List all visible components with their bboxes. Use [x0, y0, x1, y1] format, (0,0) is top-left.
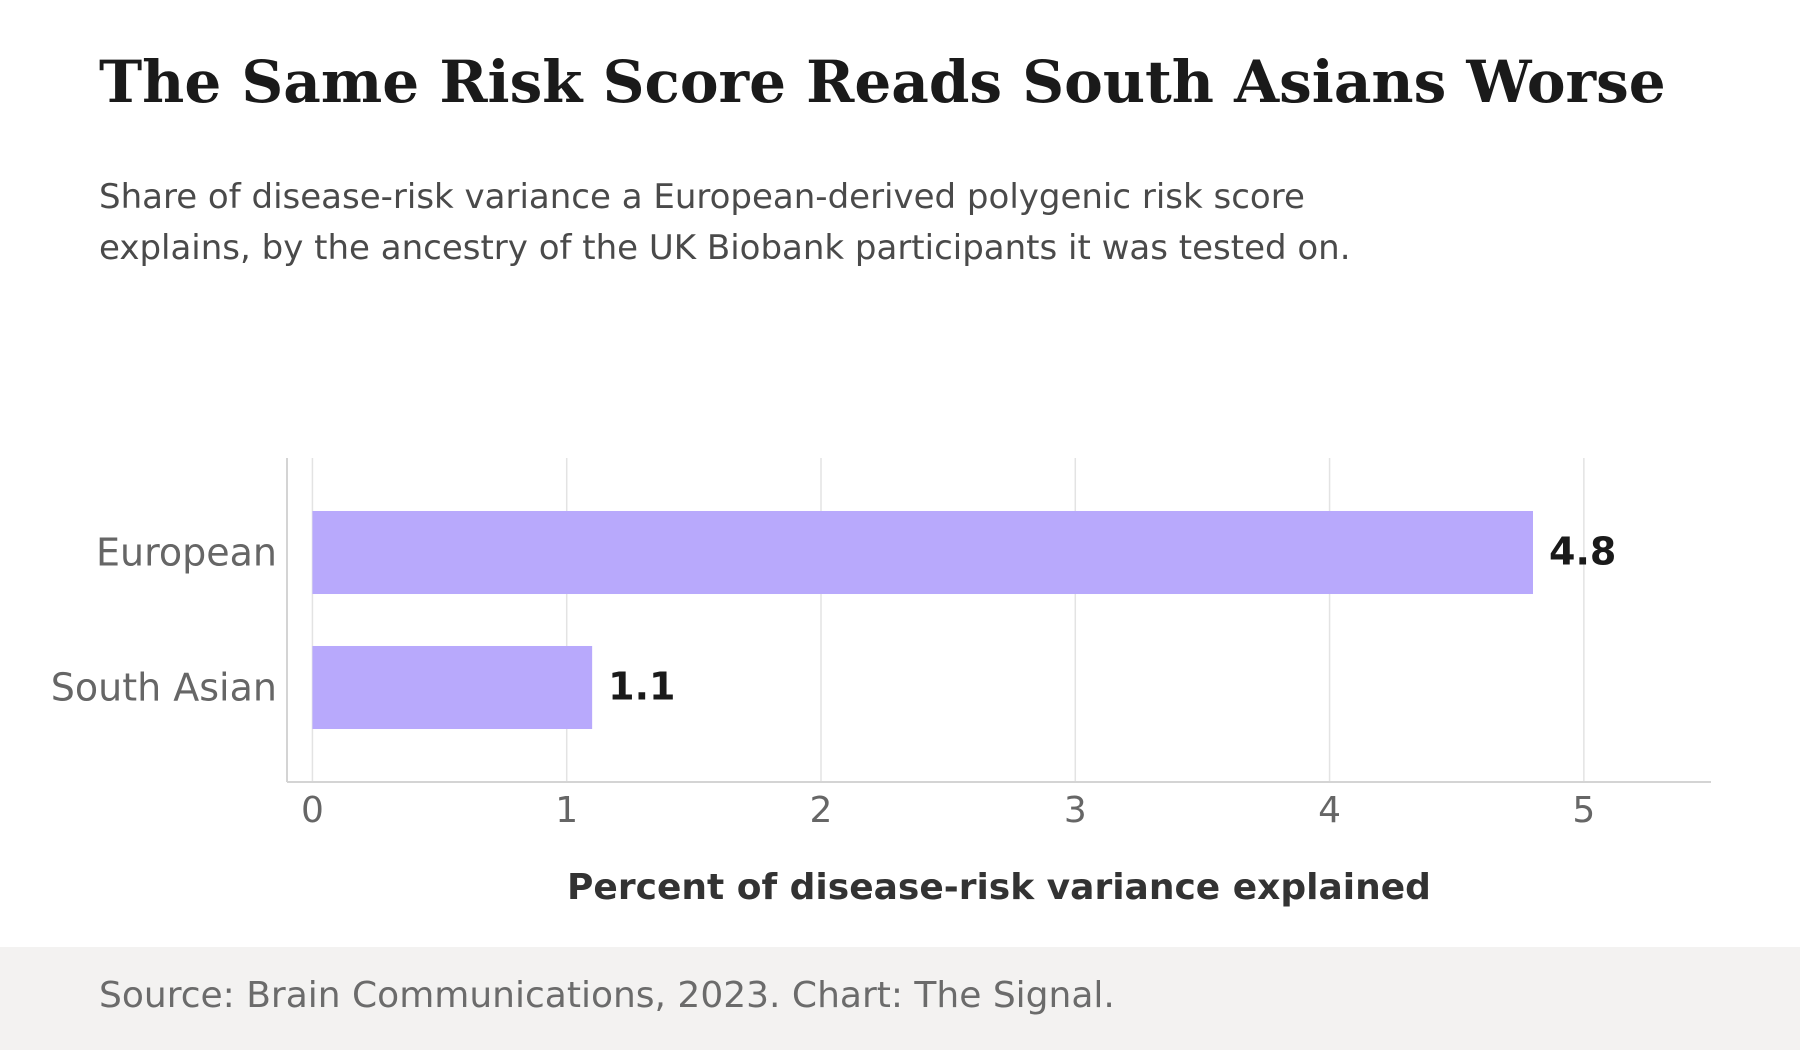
footer: Source: Brain Communications, 2023. Char… — [0, 947, 1800, 1050]
value-label-european: 4.8 — [1549, 530, 1616, 574]
chart-subtitle: Share of disease-risk variance a Europea… — [99, 177, 1351, 268]
bar-chart: 0 1 2 3 4 5 European 4.8 South Asian 1.1 Percent o… — [51, 458, 1711, 909]
x-axis-title: Percent of disease-risk variance explain… — [567, 867, 1431, 908]
axes — [286, 458, 1711, 783]
value-label-south-asian: 1.1 — [608, 665, 675, 709]
category-label-european: European — [96, 531, 277, 575]
x-tick-label-0: 0 — [301, 790, 324, 831]
x-tick-label-2: 2 — [810, 790, 833, 831]
source-note: Source: Brain Communications, 2023. Char… — [99, 975, 1115, 1016]
category-label-south-asian: South Asian — [51, 666, 277, 710]
bar-european — [312, 510, 1533, 595]
labels: 0 1 2 3 4 5 European 4.8 South Asian 1.1 Percent o… — [51, 530, 1617, 909]
x-tick-label-3: 3 — [1064, 790, 1087, 831]
x-tick-label-5: 5 — [1572, 790, 1595, 831]
bars — [312, 510, 1533, 730]
gridlines — [311, 458, 1585, 782]
x-tick-label-1: 1 — [555, 790, 578, 831]
x-tick-label-4: 4 — [1318, 790, 1341, 831]
bar-south-asian — [312, 645, 593, 730]
chart-title: The Same Risk Score Reads South Asians W… — [99, 48, 1666, 116]
